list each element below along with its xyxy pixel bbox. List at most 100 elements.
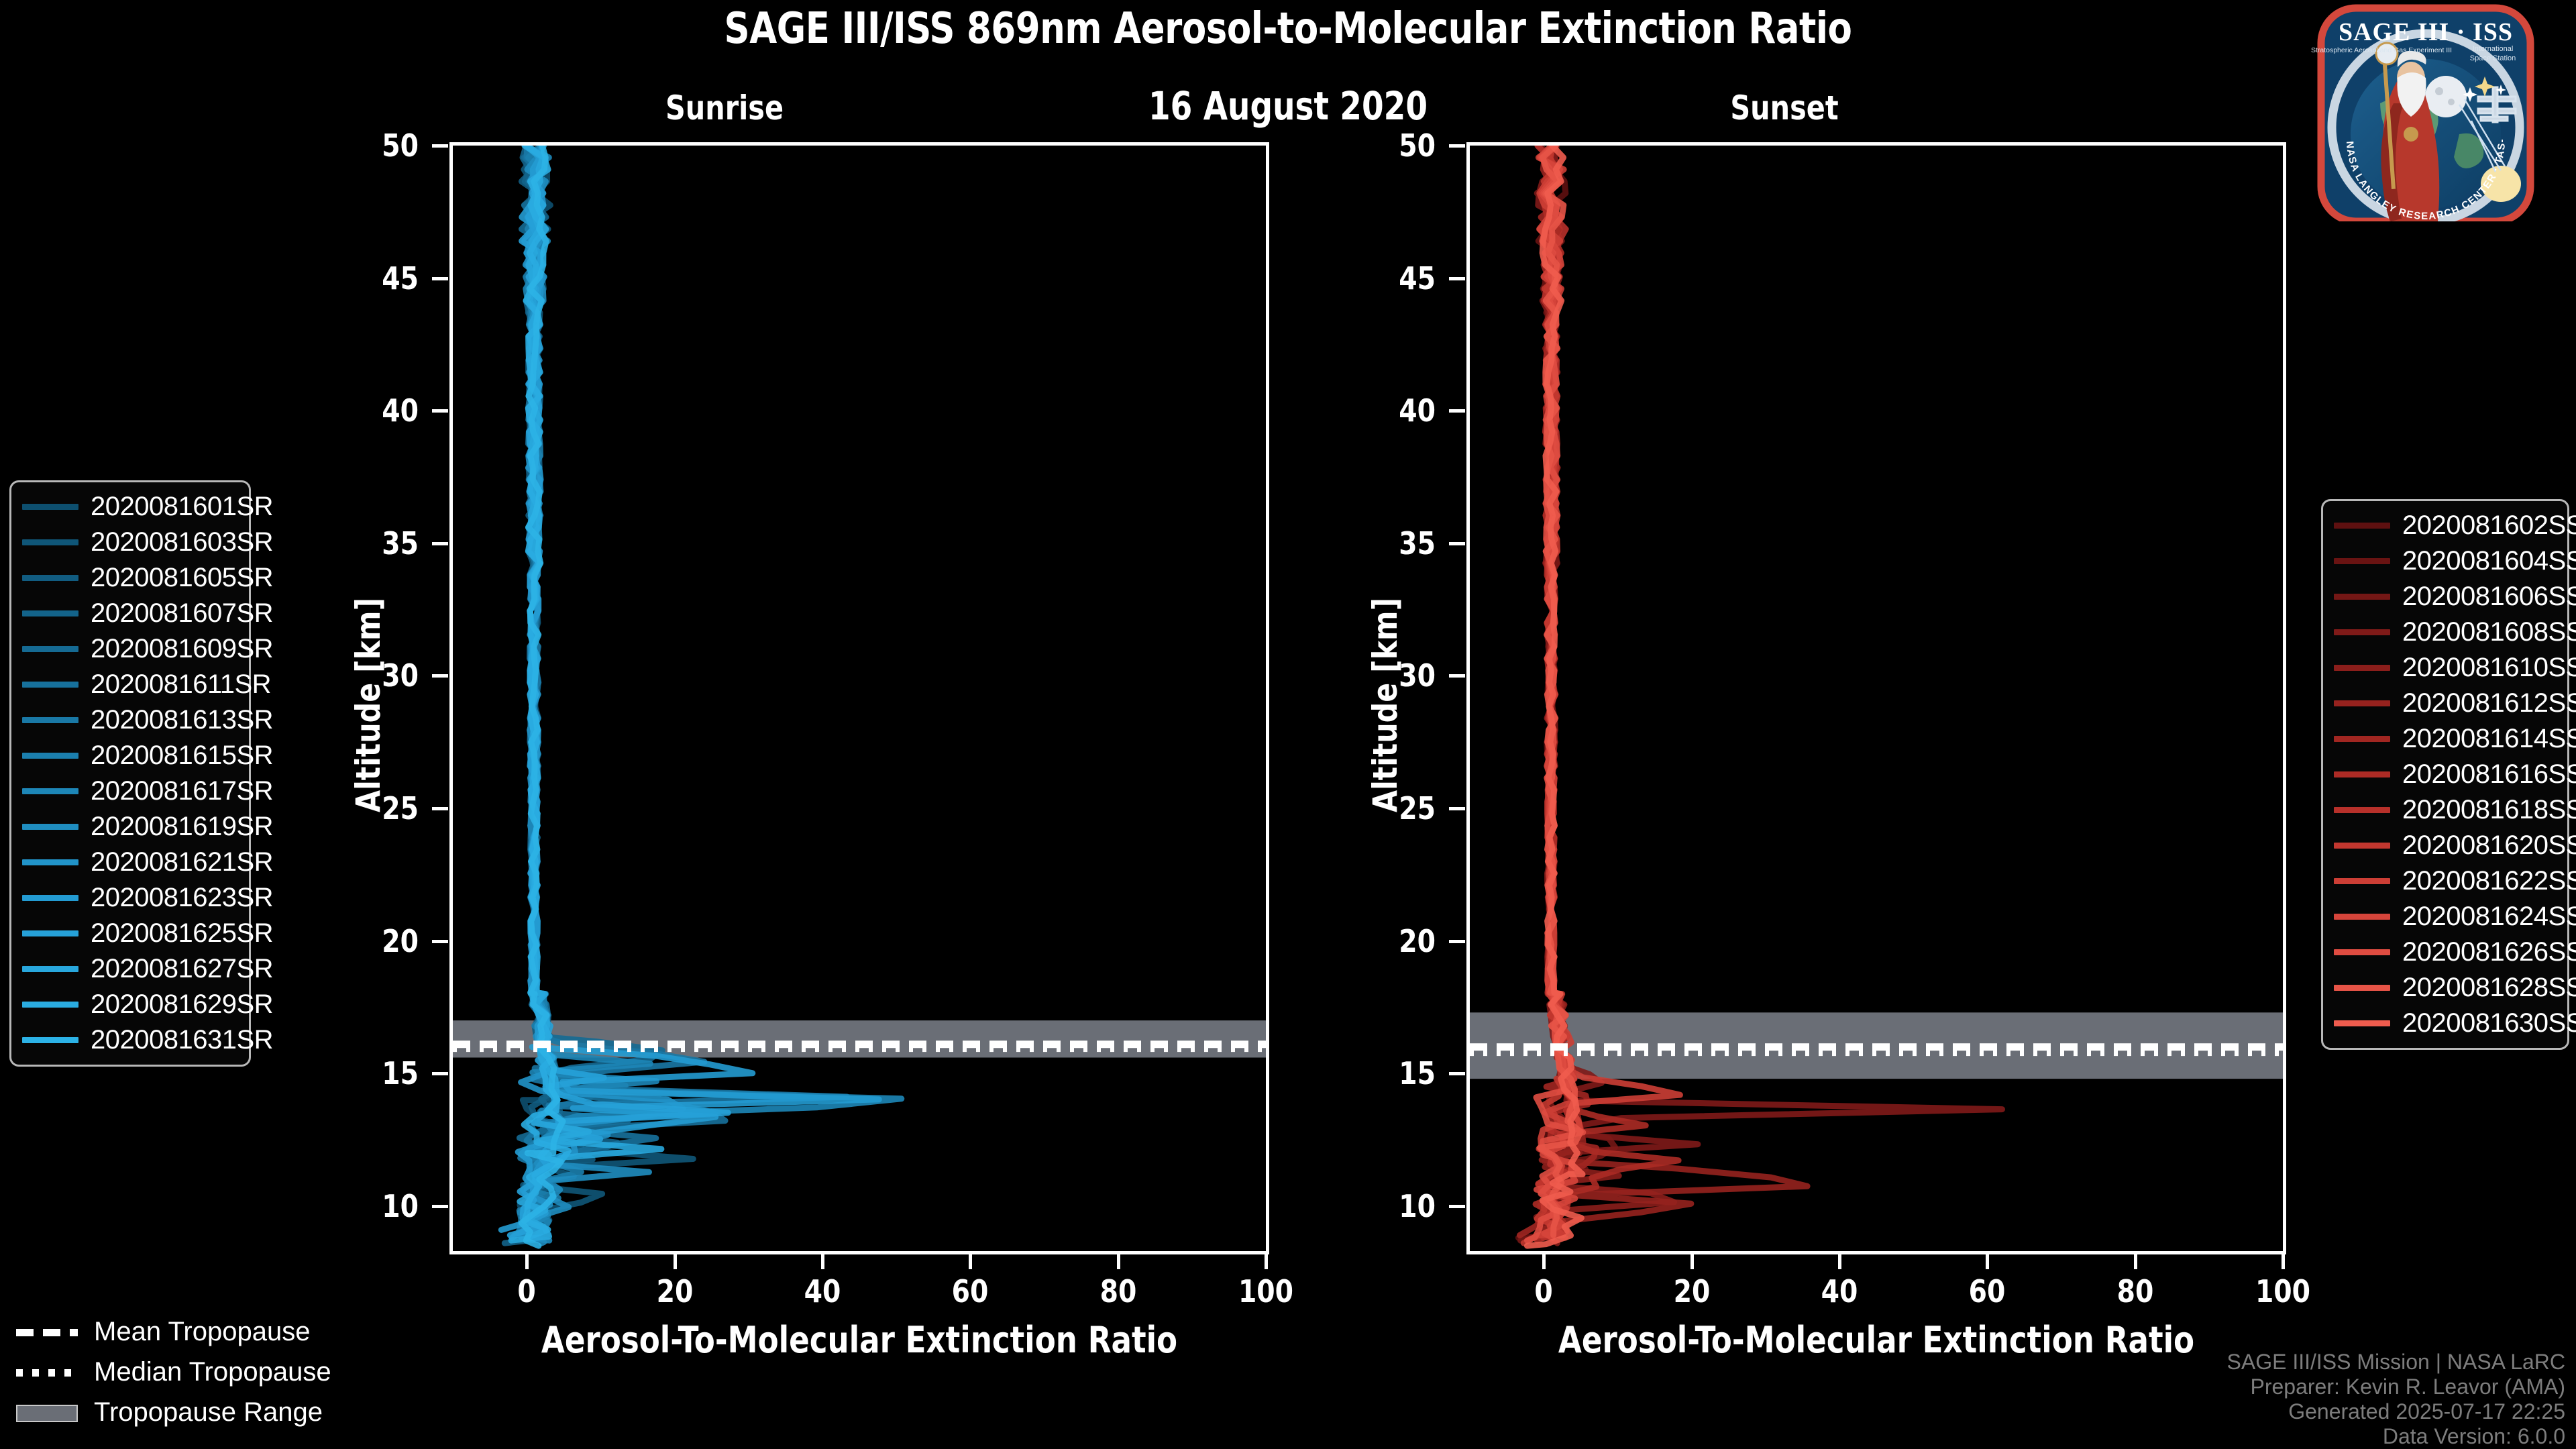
sunset-legend-item[interactable]: 2020081602SS (2334, 508, 2576, 543)
chart-panel-sunset (1466, 142, 2286, 1254)
page-title: SAGE III/ISS 869nm Aerosol-to-Molecular … (724, 4, 1852, 54)
sunrise-legend-item[interactable]: 2020081607SR (22, 596, 274, 631)
legend-item-label: 2020081606SS (2402, 582, 2576, 611)
sunrise-legend-item[interactable]: 2020081619SR (22, 809, 274, 845)
y-axis-tick-label: 20 (1399, 922, 1436, 959)
x-axis-tick-mark (1542, 1254, 1546, 1269)
legend-color-swatch-icon (2334, 807, 2390, 813)
x-axis-tick-label: 20 (656, 1273, 693, 1309)
legend-item-label: 2020081627SR (91, 954, 274, 983)
legend-color-swatch-icon (22, 504, 78, 510)
y-axis-tick-label: 50 (1399, 127, 1436, 164)
y-axis-tick-label: 15 (382, 1055, 419, 1092)
legend-item-label: 2020081601SR (91, 492, 274, 521)
y-axis-tick-mark (432, 276, 448, 280)
sunset-legend-item[interactable]: 2020081622SS (2334, 863, 2576, 899)
legend-item-label: 2020081612SS (2402, 688, 2576, 718)
legend-color-swatch-icon (2334, 700, 2390, 706)
legend-sunrise[interactable]: 2020081601SR 2020081603SR 2020081605SR 2020… (9, 480, 274, 1067)
footer-line-preparer: Preparer: Kevin R. Leavor (AMA) (2250, 1375, 2566, 1399)
x-axis-tick-label: 60 (1968, 1273, 2006, 1309)
page-subtitle-date: 16 August 2020 (1148, 83, 1428, 129)
logo-subtitle-right-1: International (2473, 45, 2514, 53)
sunset-legend-item[interactable]: 2020081612SS (2334, 686, 2576, 721)
y-axis-tick-mark (1449, 144, 1465, 148)
y-axis-tick-label: 40 (382, 392, 419, 429)
legend-item-label: 2020081613SR (91, 705, 274, 735)
sunrise-legend-item[interactable]: 2020081601SR (22, 489, 274, 525)
sunrise-legend-item[interactable]: 2020081615SR (22, 738, 274, 773)
y-axis-tick-mark (432, 409, 448, 413)
sunrise-legend-item[interactable]: 2020081603SR (22, 525, 274, 560)
x-axis-tick-label: 40 (1821, 1273, 1858, 1309)
y-axis-tick-label: 35 (1399, 525, 1436, 561)
legend-label-median-tropopause: Median Tropopause (94, 1356, 331, 1387)
sunrise-legend-item[interactable]: 2020081631SR (22, 1022, 274, 1058)
legend-color-swatch-icon (22, 1002, 78, 1008)
legend-item-label: 2020081618SS (2402, 795, 2576, 824)
logo-title-text: SAGE III · ISS (2339, 18, 2513, 46)
legend-color-swatch-icon (2334, 523, 2390, 529)
y-axis-tick-label: 10 (382, 1187, 419, 1224)
y-axis-tick-label: 40 (1399, 392, 1436, 429)
sunset-legend-item[interactable]: 2020081624SS (2334, 899, 2576, 934)
sunrise-legend-item[interactable]: 2020081625SR (22, 916, 274, 951)
y-axis-tick-label: 45 (1399, 260, 1436, 297)
sunrise-legend-item[interactable]: 2020081629SR (22, 987, 274, 1022)
sunset-legend-item[interactable]: 2020081610SS (2334, 650, 2576, 686)
x-axis-tick-label: 0 (517, 1273, 536, 1309)
sunset-legend-item[interactable]: 2020081628SS (2334, 970, 2576, 1006)
sunrise-legend-item[interactable]: 2020081611SR (22, 667, 272, 702)
legend-color-swatch-icon (22, 788, 78, 794)
sunrise-legend-item[interactable]: 2020081605SR (22, 560, 274, 596)
x-axis-tick-label: 80 (2116, 1273, 2153, 1309)
y-axis-tick-label: 15 (1399, 1055, 1436, 1092)
sunset-legend-item[interactable]: 2020081626SS (2334, 934, 2576, 970)
legend-item-label: 2020081605SR (91, 563, 274, 592)
legend-item-tropopause-range: Tropopause Range (16, 1392, 392, 1432)
sunset-legend-item[interactable]: 2020081616SS (2334, 757, 2576, 792)
sunrise-legend-item[interactable]: 2020081621SR (22, 845, 274, 880)
y-axis-tick-label: 30 (382, 657, 419, 694)
sunrise-legend-item[interactable]: 2020081623SR (22, 880, 274, 916)
legend-item-label: 2020081623SR (91, 883, 274, 912)
sunset-legend-item[interactable]: 2020081608SS (2334, 614, 2576, 650)
legend-item-label: 2020081625SR (91, 918, 274, 948)
legend-color-swatch-icon (2334, 736, 2390, 742)
sunset-legend-item[interactable]: 2020081630SS (2334, 1006, 2576, 1041)
y-axis-tick-mark (432, 1204, 448, 1208)
sunset-legend-item[interactable]: 2020081618SS (2334, 792, 2576, 828)
y-axis-tick-label: 35 (382, 525, 419, 561)
legend-color-swatch-icon (2334, 771, 2390, 777)
dashed-line-icon (16, 1323, 78, 1340)
sunrise-legend-item[interactable]: 2020081617SR (22, 773, 274, 809)
sunset-legend-item[interactable]: 2020081606SS (2334, 579, 2576, 614)
legend-item-label: 2020081619SR (91, 812, 274, 841)
chart-panel-sunrise (449, 142, 1269, 1254)
legend-color-swatch-icon (22, 895, 78, 901)
legend-sunset[interactable]: 2020081602SS 2020081604SS 2020081606SS 2020… (2321, 499, 2576, 1050)
x-axis-tick-mark (2282, 1254, 2285, 1269)
sunrise-legend-item[interactable]: 2020081627SR (22, 951, 274, 987)
sunset-legend-item[interactable]: 2020081614SS (2334, 721, 2576, 757)
x-axis-tick-mark (525, 1254, 529, 1269)
x-axis-tick-mark (1837, 1254, 1841, 1269)
sunrise-legend-item[interactable]: 2020081609SR (22, 631, 274, 667)
legend-color-swatch-icon (2334, 629, 2390, 635)
x-axis-label: Aerosol-To-Molecular Extinction Ratio (541, 1319, 1178, 1361)
sunset-legend-item[interactable]: 2020081620SS (2334, 828, 2576, 863)
legend-item-label: 2020081614SS (2402, 724, 2576, 753)
sunset-legend-item[interactable]: 2020081604SS (2334, 543, 2576, 579)
legend-color-swatch-icon (22, 1037, 78, 1043)
profile-line (518, 146, 566, 1249)
legend-color-swatch-icon (2334, 594, 2390, 600)
x-axis-tick-label: 0 (1534, 1273, 1553, 1309)
footer-credits: SAGE III/ISS Mission | NASA LaRC Prepare… (2227, 1350, 2565, 1449)
sunrise-legend-item[interactable]: 2020081613SR (22, 702, 274, 738)
panel-title-sunset: Sunset (1730, 89, 1839, 127)
y-axis-tick-label: 25 (1399, 790, 1436, 826)
y-axis-tick-mark (432, 541, 448, 545)
x-axis-tick-mark (820, 1254, 824, 1269)
legend-color-swatch-icon (22, 610, 78, 616)
legend-label-tropopause-range: Tropopause Range (94, 1397, 323, 1427)
